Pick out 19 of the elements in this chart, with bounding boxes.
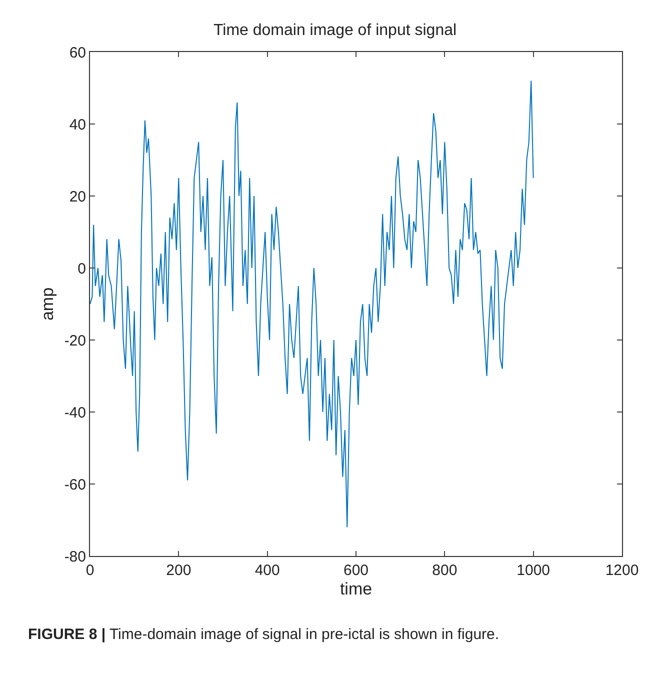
y-tick-label: 40 xyxy=(69,116,86,134)
y-axis-title: amp xyxy=(38,287,57,321)
y-tick-label: 0 xyxy=(78,260,86,278)
x-axis-title: time xyxy=(340,579,372,598)
chart-title: Time domain image of input signal xyxy=(213,22,457,40)
y-tick-label: 60 xyxy=(69,44,86,62)
x-tick-label: 1000 xyxy=(516,562,550,579)
y-tick-label: -40 xyxy=(64,404,86,422)
x-tick-label: 600 xyxy=(343,562,369,579)
line-series xyxy=(90,80,534,528)
y-tick-label: -60 xyxy=(64,476,86,494)
y-tick-label: 20 xyxy=(69,188,86,206)
caption: FIGURE 8 | Time-domain image of signal in pre-ictal is shown in figure. xyxy=(28,626,500,643)
x-tick-label: 200 xyxy=(166,562,192,579)
y-tick-label: -80 xyxy=(64,548,86,566)
x-tick-label: 1200 xyxy=(605,562,639,579)
y-tick-label: -20 xyxy=(64,332,86,350)
x-tick-label: 800 xyxy=(432,562,458,579)
x-tick-label: 400 xyxy=(254,562,280,579)
